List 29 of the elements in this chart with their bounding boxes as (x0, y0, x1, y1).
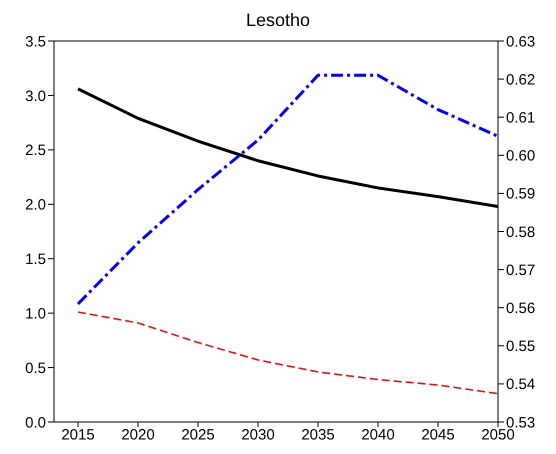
y-tick-label: 0.0 (25, 414, 46, 432)
y2-tick-label: 0.59 (506, 186, 536, 203)
y-tick-label: 3.5 (25, 33, 46, 50)
x-tick-label: 2020 (121, 426, 155, 444)
line-series (76, 74, 498, 306)
y2-tick-label: 0.56 (506, 300, 536, 318)
y2-tick-label: 0.62 (506, 71, 536, 88)
y2-tick-label: 0.54 (506, 376, 536, 394)
x-tick-label: 2030 (241, 426, 275, 444)
y-tick-label: 3.0 (25, 88, 46, 105)
x-tick-label: 2040 (361, 426, 395, 444)
y2-tick-label: 0.61 (506, 110, 536, 127)
chart-title: Lesotho (244, 9, 312, 32)
y-tick-label: 1.0 (25, 305, 46, 322)
y2-tick-label: 0.55 (506, 338, 536, 356)
y-tick-label: 2.5 (25, 142, 46, 160)
y-tick-label: 0.5 (25, 360, 46, 377)
x-tick-label: 2015 (61, 426, 95, 444)
x-tick-label: 2025 (181, 426, 215, 444)
line-series (77, 311, 498, 394)
y2-tick-label: 0.63 (506, 33, 536, 50)
x-tick-label: 2035 (301, 426, 335, 444)
x-tick-label: 2050 (481, 426, 515, 444)
y2-tick-label: 0.58 (506, 224, 536, 241)
x-tick-label: 2045 (421, 426, 455, 444)
y2-tick-label: 0.60 (506, 148, 536, 165)
y-tick-label: 2.0 (25, 196, 46, 214)
y-tick-label: 1.5 (25, 251, 46, 268)
y2-tick-label: 0.57 (506, 262, 536, 279)
